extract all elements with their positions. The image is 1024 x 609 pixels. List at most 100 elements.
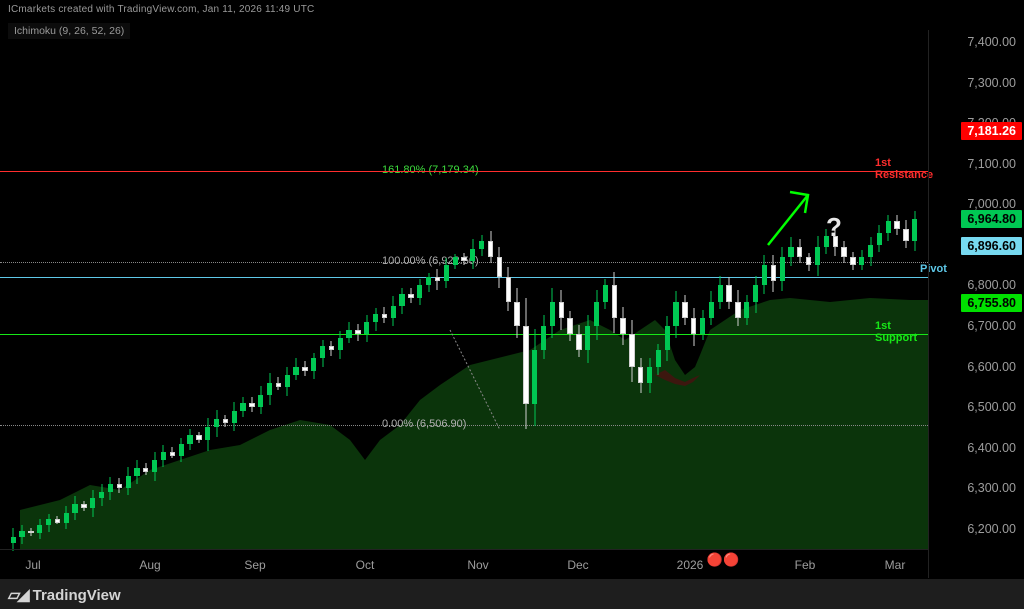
candlestick-bar[interactable] [161, 30, 166, 549]
candlestick-bar[interactable] [700, 30, 705, 549]
candlestick-bar[interactable] [408, 30, 413, 549]
candlestick-bar[interactable] [170, 30, 175, 549]
candlestick-bar[interactable] [258, 30, 263, 549]
candlestick-bar[interactable] [859, 30, 864, 549]
candlestick-bar[interactable] [673, 30, 678, 549]
x-tick-Sep[interactable]: Sep [244, 558, 265, 572]
candlestick-bar[interactable] [240, 30, 245, 549]
candlestick-bar[interactable] [126, 30, 131, 549]
candlestick-bar[interactable] [868, 30, 873, 549]
candlestick-bar[interactable] [877, 30, 882, 549]
candlestick-bar[interactable] [179, 30, 184, 549]
candlestick-bar[interactable] [532, 30, 537, 549]
candlestick-bar[interactable] [629, 30, 634, 549]
candlestick-bar[interactable] [806, 30, 811, 549]
candlestick-bar[interactable] [453, 30, 458, 549]
candlestick-bar[interactable] [691, 30, 696, 549]
candlestick-bar[interactable] [833, 30, 838, 549]
candlestick-bar[interactable] [541, 30, 546, 549]
candlestick-bar[interactable] [391, 30, 396, 549]
candlestick-bar[interactable] [912, 30, 917, 549]
candlestick-bar[interactable] [744, 30, 749, 549]
candlestick-bar[interactable] [612, 30, 617, 549]
candlestick-bar[interactable] [143, 30, 148, 549]
candlestick-bar[interactable] [285, 30, 290, 549]
candlestick-bar[interactable] [479, 30, 484, 549]
candlestick-bar[interactable] [647, 30, 652, 549]
candlestick-bar[interactable] [152, 30, 157, 549]
candlestick-bar[interactable] [567, 30, 572, 549]
candlestick-bar[interactable] [638, 30, 643, 549]
candlestick-bar[interactable] [28, 30, 33, 549]
candlestick-bar[interactable] [841, 30, 846, 549]
candlestick-bar[interactable] [417, 30, 422, 549]
candlestick-bar[interactable] [249, 30, 254, 549]
candlestick-bar[interactable] [11, 30, 16, 549]
candlestick-bar[interactable] [665, 30, 670, 549]
price-badge-675580[interactable]: 6,755.80 [961, 294, 1022, 312]
candlestick-bar[interactable] [656, 30, 661, 549]
tradingview-logo[interactable]: ▱◢ TradingView [8, 585, 121, 605]
candlestick-bar[interactable] [709, 30, 714, 549]
candlestick-bar[interactable] [399, 30, 404, 549]
time-axis[interactable]: 🔴🔴 Jul Aug Sep Oct Nov Dec 2026 Feb Mar [0, 549, 928, 579]
candlestick-bar[interactable] [19, 30, 24, 549]
candlestick-bar[interactable] [338, 30, 343, 549]
candlestick-bar[interactable] [364, 30, 369, 549]
x-tick-Oct[interactable]: Oct [356, 558, 375, 572]
candlestick-bar[interactable] [81, 30, 86, 549]
candlestick-bar[interactable] [576, 30, 581, 549]
candlestick-bar[interactable] [232, 30, 237, 549]
candlestick-bar[interactable] [90, 30, 95, 549]
candlestick-bar[interactable] [320, 30, 325, 549]
candlestick-bar[interactable] [187, 30, 192, 549]
candlestick-bar[interactable] [355, 30, 360, 549]
price-badge-689660[interactable]: 6,896.60 [961, 237, 1022, 255]
candlestick-bar[interactable] [72, 30, 77, 549]
price-axis[interactable]: 7,400.007,300.007,200.007,100.007,000.00… [928, 30, 1024, 578]
x-tick-Dec[interactable]: Dec [567, 558, 588, 572]
candlestick-bar[interactable] [903, 30, 908, 549]
candlestick-bar[interactable] [682, 30, 687, 549]
candlestick-bar[interactable] [850, 30, 855, 549]
candlestick-bar[interactable] [426, 30, 431, 549]
candlestick-bar[interactable] [780, 30, 785, 549]
candlestick-bar[interactable] [894, 30, 899, 549]
candlestick-bar[interactable] [726, 30, 731, 549]
x-tick-Feb[interactable]: Feb [795, 558, 816, 572]
candlestick-bar[interactable] [470, 30, 475, 549]
candlestick-bar[interactable] [223, 30, 228, 549]
candlestick-bar[interactable] [585, 30, 590, 549]
x-tick-2026[interactable]: 2026 [677, 558, 704, 572]
candlestick-bar[interactable] [762, 30, 767, 549]
candlestick-bar[interactable] [594, 30, 599, 549]
candlestick-bar[interactable] [815, 30, 820, 549]
candlestick-bar[interactable] [886, 30, 891, 549]
candlestick-plot-area[interactable]: 161.80% (7,179.34) 100.00% (6,922.50) 0.… [0, 30, 928, 549]
candlestick-bar[interactable] [46, 30, 51, 549]
candlestick-bar[interactable] [276, 30, 281, 549]
candlestick-bar[interactable] [302, 30, 307, 549]
candlestick-bar[interactable] [797, 30, 802, 549]
candlestick-bar[interactable] [37, 30, 42, 549]
candlestick-bar[interactable] [497, 30, 502, 549]
candlestick-bar[interactable] [293, 30, 298, 549]
candlestick-bar[interactable] [64, 30, 69, 549]
candlestick-bar[interactable] [117, 30, 122, 549]
candlestick-bar[interactable] [771, 30, 776, 549]
candlestick-bar[interactable] [620, 30, 625, 549]
candlestick-bar[interactable] [788, 30, 793, 549]
candlestick-bar[interactable] [55, 30, 60, 549]
candlestick-bar[interactable] [735, 30, 740, 549]
economic-event-flag-icon[interactable]: 🔴🔴 [707, 552, 739, 568]
candlestick-bar[interactable] [435, 30, 440, 549]
candlestick-bar[interactable] [488, 30, 493, 549]
candlestick-bar[interactable] [753, 30, 758, 549]
candlestick-bar[interactable] [214, 30, 219, 549]
candlestick-bar[interactable] [824, 30, 829, 549]
x-tick-Mar[interactable]: Mar [885, 558, 906, 572]
candlestick-bar[interactable] [550, 30, 555, 549]
x-tick-Aug[interactable]: Aug [139, 558, 160, 572]
candlestick-bar[interactable] [718, 30, 723, 549]
x-tick-Jul[interactable]: Jul [25, 558, 40, 572]
